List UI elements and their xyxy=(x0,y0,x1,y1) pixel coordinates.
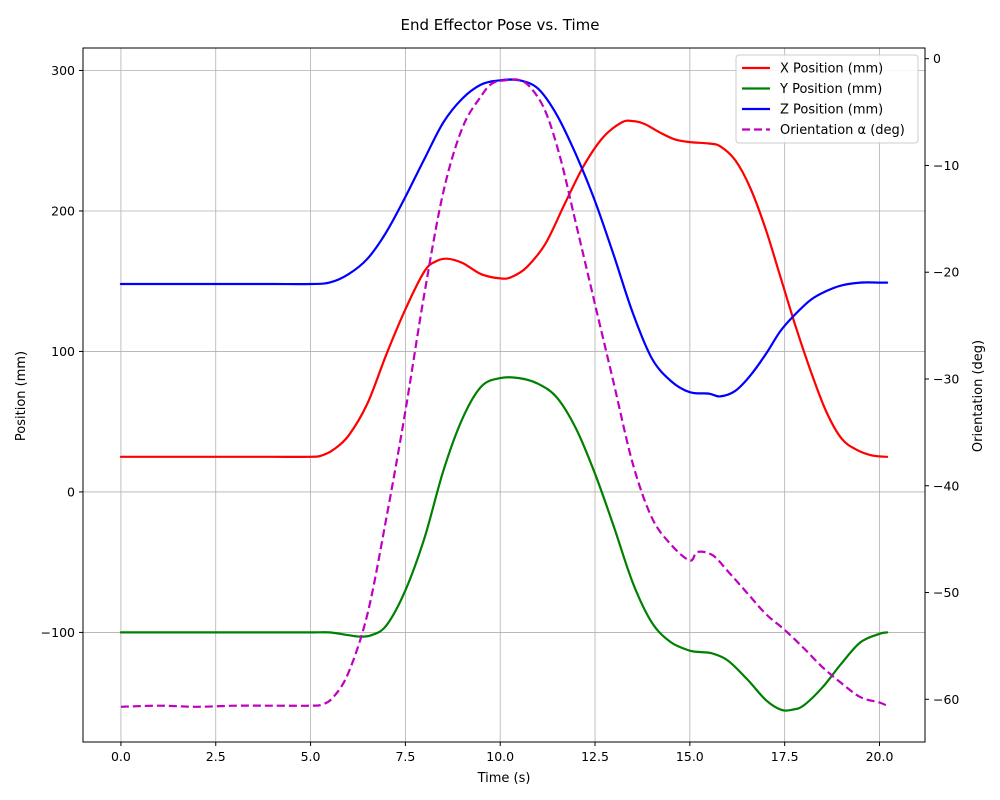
x-tick-label: 5.0 xyxy=(301,749,321,764)
left-tick-label: 300 xyxy=(51,63,75,78)
chart-title: End Effector Pose vs. Time xyxy=(401,16,600,34)
legend-box xyxy=(735,54,919,144)
right-tick-label: −50 xyxy=(933,585,959,600)
x-tick-label: 10.0 xyxy=(486,749,514,764)
x-tick-label: 20.0 xyxy=(866,749,894,764)
left-axis-ticks: −100 0 100 200 300 xyxy=(41,63,83,640)
legend-label: Y Position (mm) xyxy=(779,82,882,97)
grid xyxy=(83,48,925,742)
series-line-2 xyxy=(119,376,889,712)
right-tick-label: −10 xyxy=(933,158,959,173)
legend-label: Z Position (mm) xyxy=(780,103,883,118)
x-tick-label: 7.5 xyxy=(395,749,415,764)
right-tick-label: −30 xyxy=(933,371,959,386)
legend-label: Orientation α (deg) xyxy=(780,123,905,138)
legend: X Position (mm) Y Position (mm) Z Position… xyxy=(735,54,919,144)
right-tick-label: 0 xyxy=(933,51,941,66)
left-tick-label: 100 xyxy=(51,344,75,359)
right-axis-ticks: 0 −10 −20 −30 −40 −50 −60 xyxy=(925,51,959,707)
legend-label: X Position (mm) xyxy=(780,62,883,77)
right-tick-label: −40 xyxy=(933,478,959,493)
series-layer xyxy=(119,78,889,712)
x-tick-label: 15.0 xyxy=(676,749,704,764)
left-tick-label: −100 xyxy=(41,625,75,640)
x-tick-label: 17.5 xyxy=(771,749,799,764)
left-axis-label: Position (mm) xyxy=(14,351,29,441)
x-axis-ticks: 0.0 2.5 5.0 7.5 10.0 12.5 15.0 17.5 20.0 xyxy=(111,742,893,764)
plot-frame xyxy=(82,47,926,743)
x-tick-label: 2.5 xyxy=(206,749,226,764)
series-line-4 xyxy=(120,78,888,708)
right-tick-label: −20 xyxy=(933,265,959,280)
left-tick-label: 200 xyxy=(51,203,75,218)
series-line-1 xyxy=(119,119,889,458)
right-axis-label: Orientation (deg) xyxy=(971,340,986,452)
series-line-3 xyxy=(119,78,889,398)
right-tick-label: −60 xyxy=(933,692,959,707)
x-tick-label: 0.0 xyxy=(111,749,131,764)
x-axis-label: Time (s) xyxy=(477,771,531,786)
left-tick-label: 0 xyxy=(67,484,75,499)
x-tick-label: 12.5 xyxy=(581,749,609,764)
